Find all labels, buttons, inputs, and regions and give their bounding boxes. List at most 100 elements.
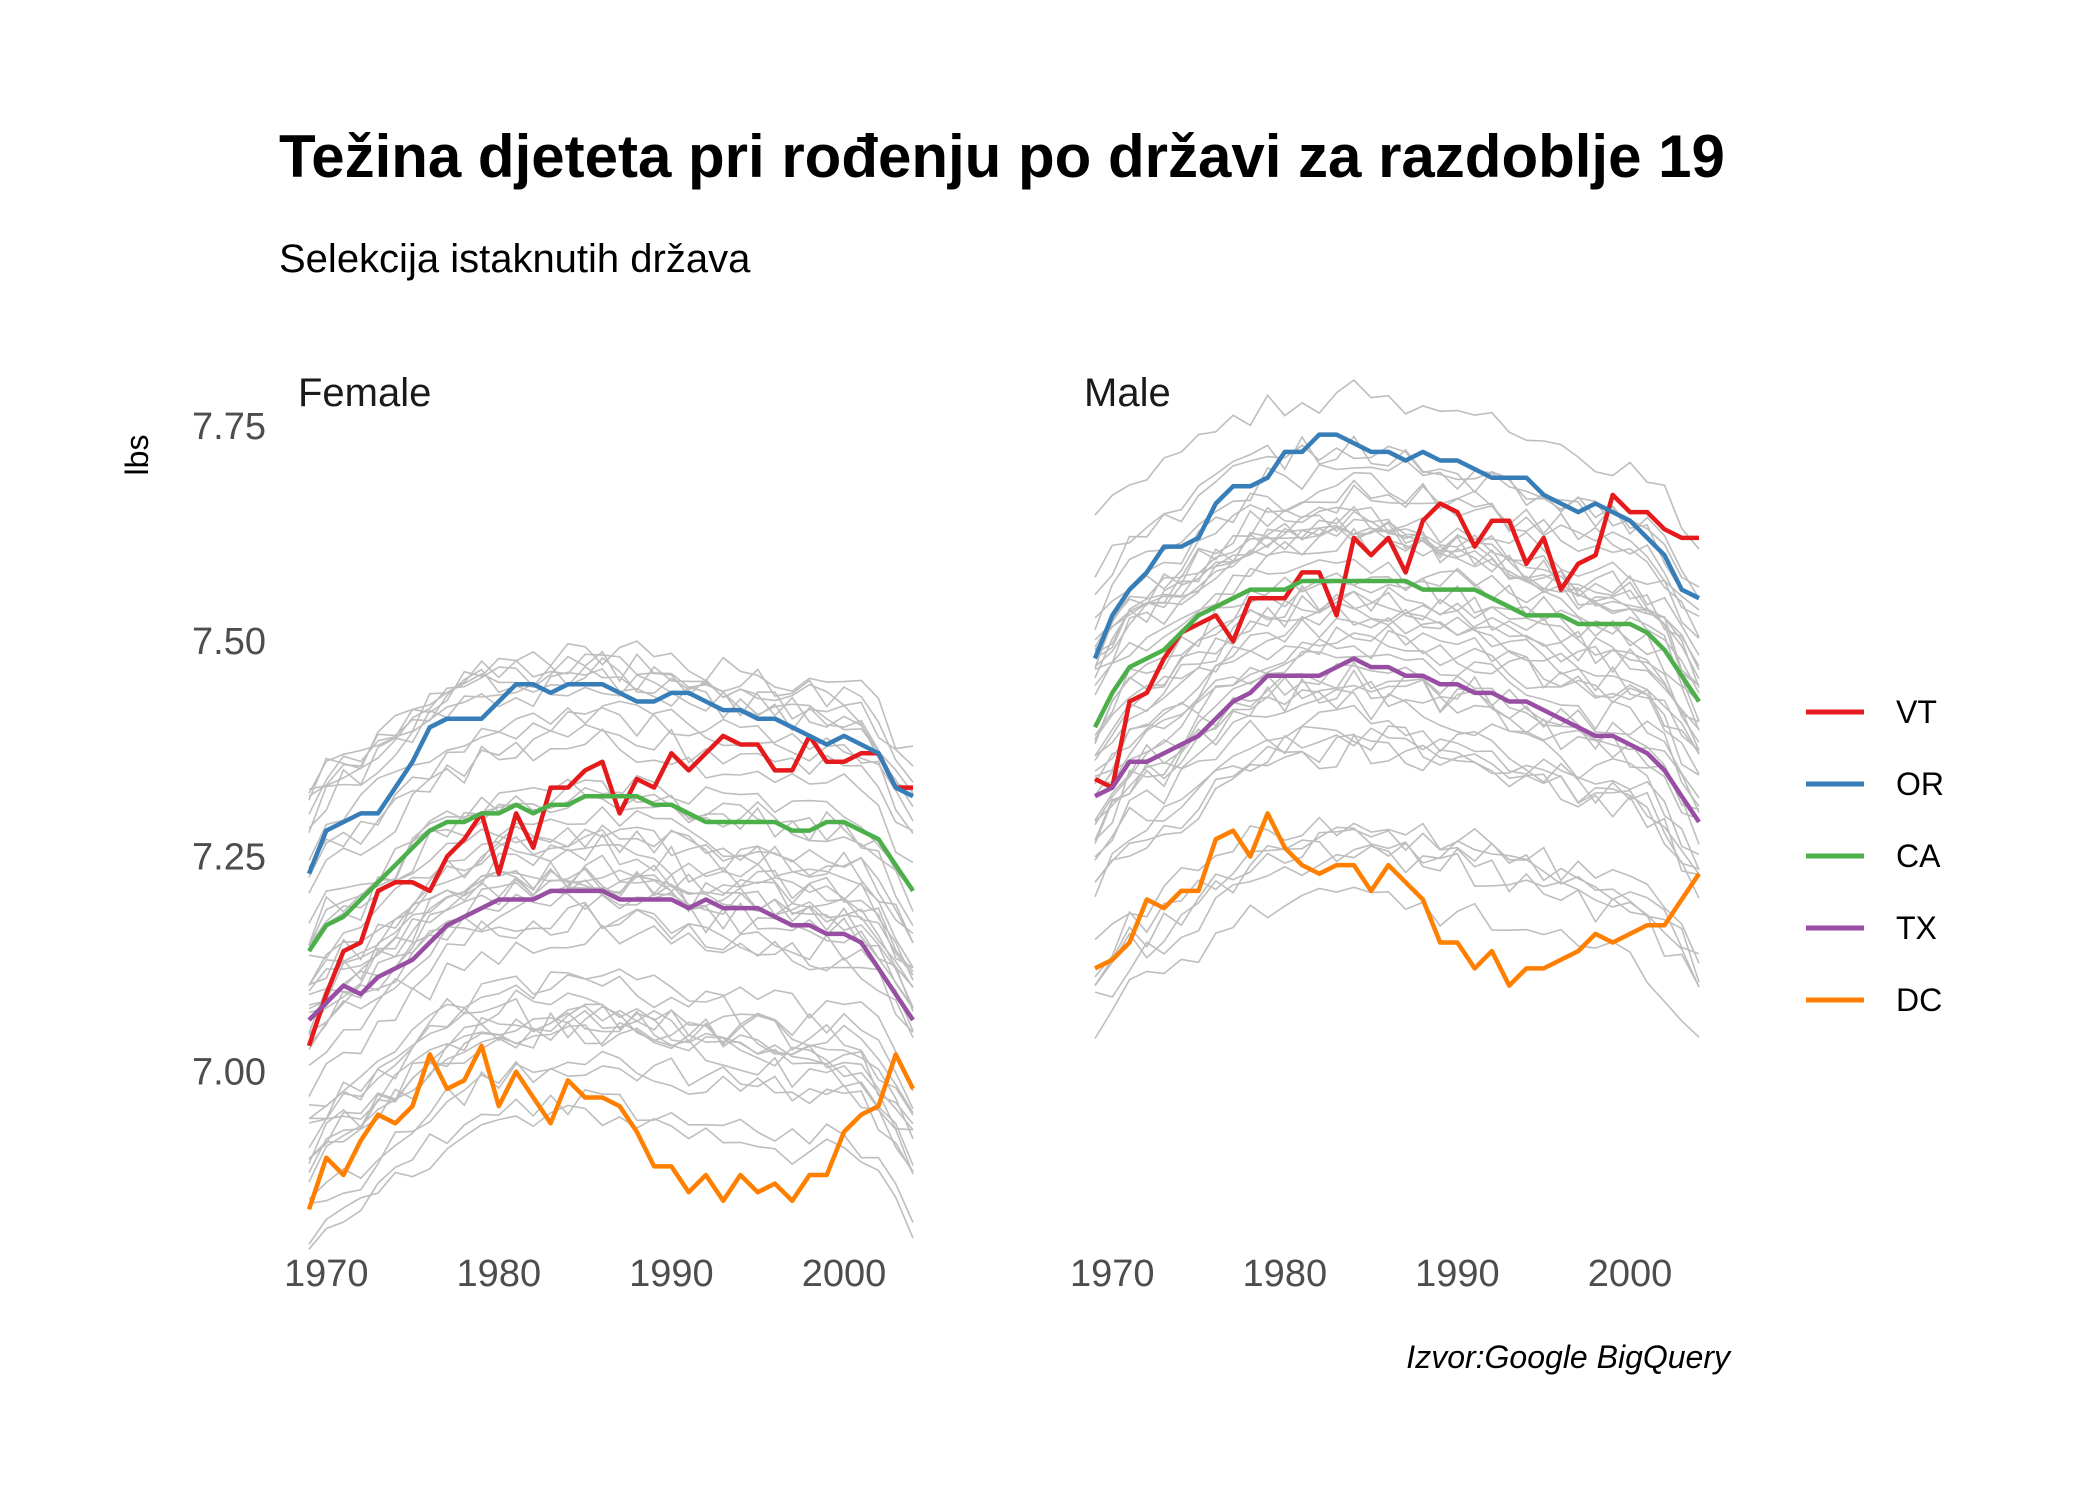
- chart-title: Težina djeteta pri rođenju po državi za …: [279, 123, 1725, 190]
- x-tick-label: 1970: [1070, 1253, 1155, 1295]
- highlight-series-lines: [1092, 432, 1701, 988]
- background-state-line: [308, 706, 914, 869]
- x-tick-label: 1990: [629, 1253, 714, 1295]
- background-state-line: [308, 656, 914, 808]
- background-state-line: [1094, 624, 1700, 775]
- background-state-line: [1094, 585, 1700, 757]
- background-state-line: [308, 667, 914, 833]
- background-state-line: [308, 653, 914, 794]
- background-state-line: [308, 989, 914, 1120]
- background-state-line: [308, 843, 914, 992]
- background-state-line: [308, 1088, 914, 1250]
- background-state-line: [308, 878, 914, 1036]
- background-state-line: [308, 879, 914, 1034]
- y-tick-label: 7.50: [192, 621, 266, 663]
- panel-male: Male 1970 1980 1990 2000: [1070, 371, 1701, 1295]
- background-state-line: [1094, 510, 1700, 680]
- series-line-dc: [1093, 811, 1701, 988]
- panel-label-female: Female: [298, 371, 431, 415]
- background-state-line: [1094, 526, 1700, 671]
- background-state-line: [1094, 593, 1700, 751]
- background-state-line: [1094, 826, 1700, 988]
- series-line-tx: [1093, 656, 1701, 824]
- legend-label: TX: [1896, 910, 1937, 946]
- series-line-or: [306, 682, 915, 875]
- background-state-line: [308, 1005, 914, 1160]
- background-state-line: [308, 723, 914, 894]
- panel-female: Female 7.00 7.25 7.50 7.75 1970 1980 1990 2000: [192, 371, 916, 1295]
- background-state-line: [1094, 516, 1700, 688]
- legend: VT OR CA TX DC: [1806, 694, 1944, 1018]
- y-tick-label: 7.00: [192, 1052, 266, 1094]
- background-state-line: [1094, 604, 1700, 757]
- y-tick-label: 7.75: [192, 406, 266, 448]
- background-state-line: [308, 1009, 914, 1183]
- background-state-line: [1094, 650, 1700, 799]
- legend-item-vt: VT: [1806, 694, 1937, 730]
- series-line-tx: [307, 888, 915, 1022]
- y-axis-label: lbs: [119, 435, 155, 476]
- background-state-line: [1094, 688, 1700, 871]
- background-state-line: [308, 1050, 914, 1200]
- background-state-line: [308, 832, 914, 986]
- background-state-line: [308, 640, 914, 801]
- legend-item-ca: CA: [1806, 838, 1941, 874]
- legend-label: VT: [1896, 694, 1937, 730]
- background-state-line: [1094, 558, 1700, 722]
- legend-label: CA: [1896, 838, 1941, 874]
- series-line-ca: [1092, 578, 1701, 729]
- background-state-line: [308, 890, 914, 1047]
- background-state-line: [308, 727, 914, 878]
- series-line-vt: [1093, 492, 1699, 790]
- background-state-line: [1094, 668, 1700, 841]
- background-state-line: [308, 997, 914, 1131]
- background-state-line: [308, 825, 914, 969]
- background-state-line: [1094, 733, 1700, 883]
- background-state-line: [1094, 727, 1700, 898]
- background-state-line: [308, 1024, 914, 1172]
- background-state-line: [308, 968, 914, 1124]
- series-line-or: [1092, 432, 1701, 660]
- chart-caption: Izvor:Google BigQuery: [1406, 1339, 1732, 1375]
- x-tick-labels: 1970 1980 1990 2000: [1070, 1253, 1672, 1295]
- chart-subtitle: Selekcija istaknutih država: [279, 237, 751, 281]
- background-state-line: [1094, 521, 1700, 686]
- series-line-ca: [307, 793, 915, 953]
- legend-item-dc: DC: [1806, 982, 1942, 1018]
- background-state-line: [308, 902, 914, 1067]
- background-state-line: [308, 1104, 914, 1245]
- background-state-line: [308, 1010, 914, 1164]
- y-tick-labels: 7.00 7.25 7.50 7.75: [192, 406, 266, 1094]
- background-state-line: [1094, 734, 1700, 883]
- background-state-line: [308, 650, 914, 815]
- legend-item-or: OR: [1806, 766, 1944, 802]
- background-state-line: [308, 924, 914, 1097]
- x-tick-labels: 1970 1980 1990 2000: [284, 1253, 886, 1295]
- background-state-line: [308, 901, 914, 1051]
- background-state-line: [1094, 816, 1700, 964]
- x-tick-label: 2000: [802, 1253, 887, 1295]
- highlight-series-lines: [306, 682, 916, 1211]
- background-state-line: [1094, 527, 1700, 686]
- legend-label: OR: [1896, 766, 1944, 802]
- background-state-line: [308, 864, 914, 1014]
- background-state-line: [308, 867, 914, 1008]
- panel-label-male: Male: [1084, 371, 1171, 415]
- background-state-line: [308, 854, 914, 1006]
- y-tick-label: 7.25: [192, 836, 266, 878]
- background-state-line: [1094, 725, 1700, 899]
- background-state-line: [1094, 444, 1700, 598]
- background-state-line: [308, 1057, 914, 1205]
- background-state-line: [1094, 660, 1700, 845]
- legend-item-tx: TX: [1806, 910, 1937, 946]
- background-state-line: [1094, 828, 1700, 986]
- x-tick-label: 1980: [457, 1253, 542, 1295]
- background-state-line: [308, 805, 914, 946]
- x-tick-label: 1980: [1243, 1253, 1328, 1295]
- background-state-line: [308, 794, 914, 946]
- series-line-dc: [306, 1043, 916, 1211]
- x-tick-label: 2000: [1588, 1253, 1673, 1295]
- background-state-line: [1094, 584, 1700, 743]
- background-state-lines: [308, 640, 914, 1250]
